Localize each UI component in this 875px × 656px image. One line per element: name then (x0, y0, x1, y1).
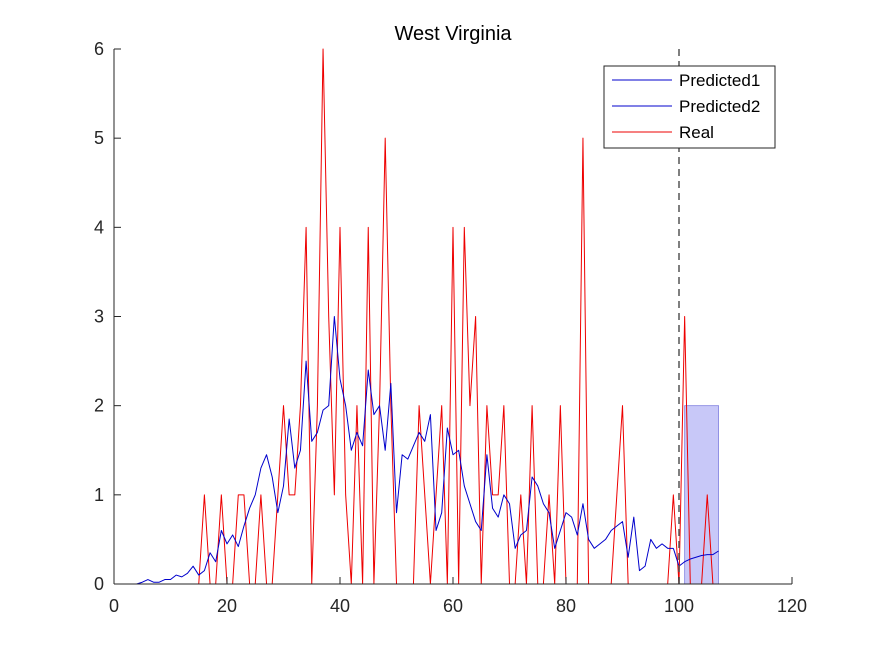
y-tick-label: 2 (94, 396, 104, 416)
x-tick-label: 40 (330, 596, 350, 616)
chart-title: West Virginia (394, 23, 512, 45)
y-tick-label: 6 (94, 39, 104, 59)
legend-label-predicted1: Predicted1 (679, 71, 760, 90)
series-line-predicted1 (119, 316, 674, 585)
y-tick-label: 0 (94, 574, 104, 594)
x-tick-label: 120 (777, 596, 807, 616)
legend-label-real: Real (679, 123, 714, 142)
x-tick-label: 0 (109, 596, 119, 616)
x-tick-label: 60 (443, 596, 463, 616)
x-tick-label: 80 (556, 596, 576, 616)
series-line-predicted2 (672, 548, 719, 567)
x-tick-label: 20 (217, 596, 237, 616)
axes-layer: 0 20 40 60 80 100 120 0 1 2 3 4 5 6 (94, 39, 807, 616)
legend-label-predicted2: Predicted2 (679, 97, 760, 116)
legend: Predicted1 Predicted2 Real (603, 65, 776, 149)
y-tick-label: 1 (94, 485, 104, 505)
series-layer (119, 48, 719, 585)
y-tick-label: 4 (94, 217, 104, 237)
x-tick-label: 100 (664, 596, 694, 616)
y-tick-label: 3 (94, 307, 104, 327)
y-tick-label: 5 (94, 128, 104, 148)
series-line-real (119, 48, 719, 585)
